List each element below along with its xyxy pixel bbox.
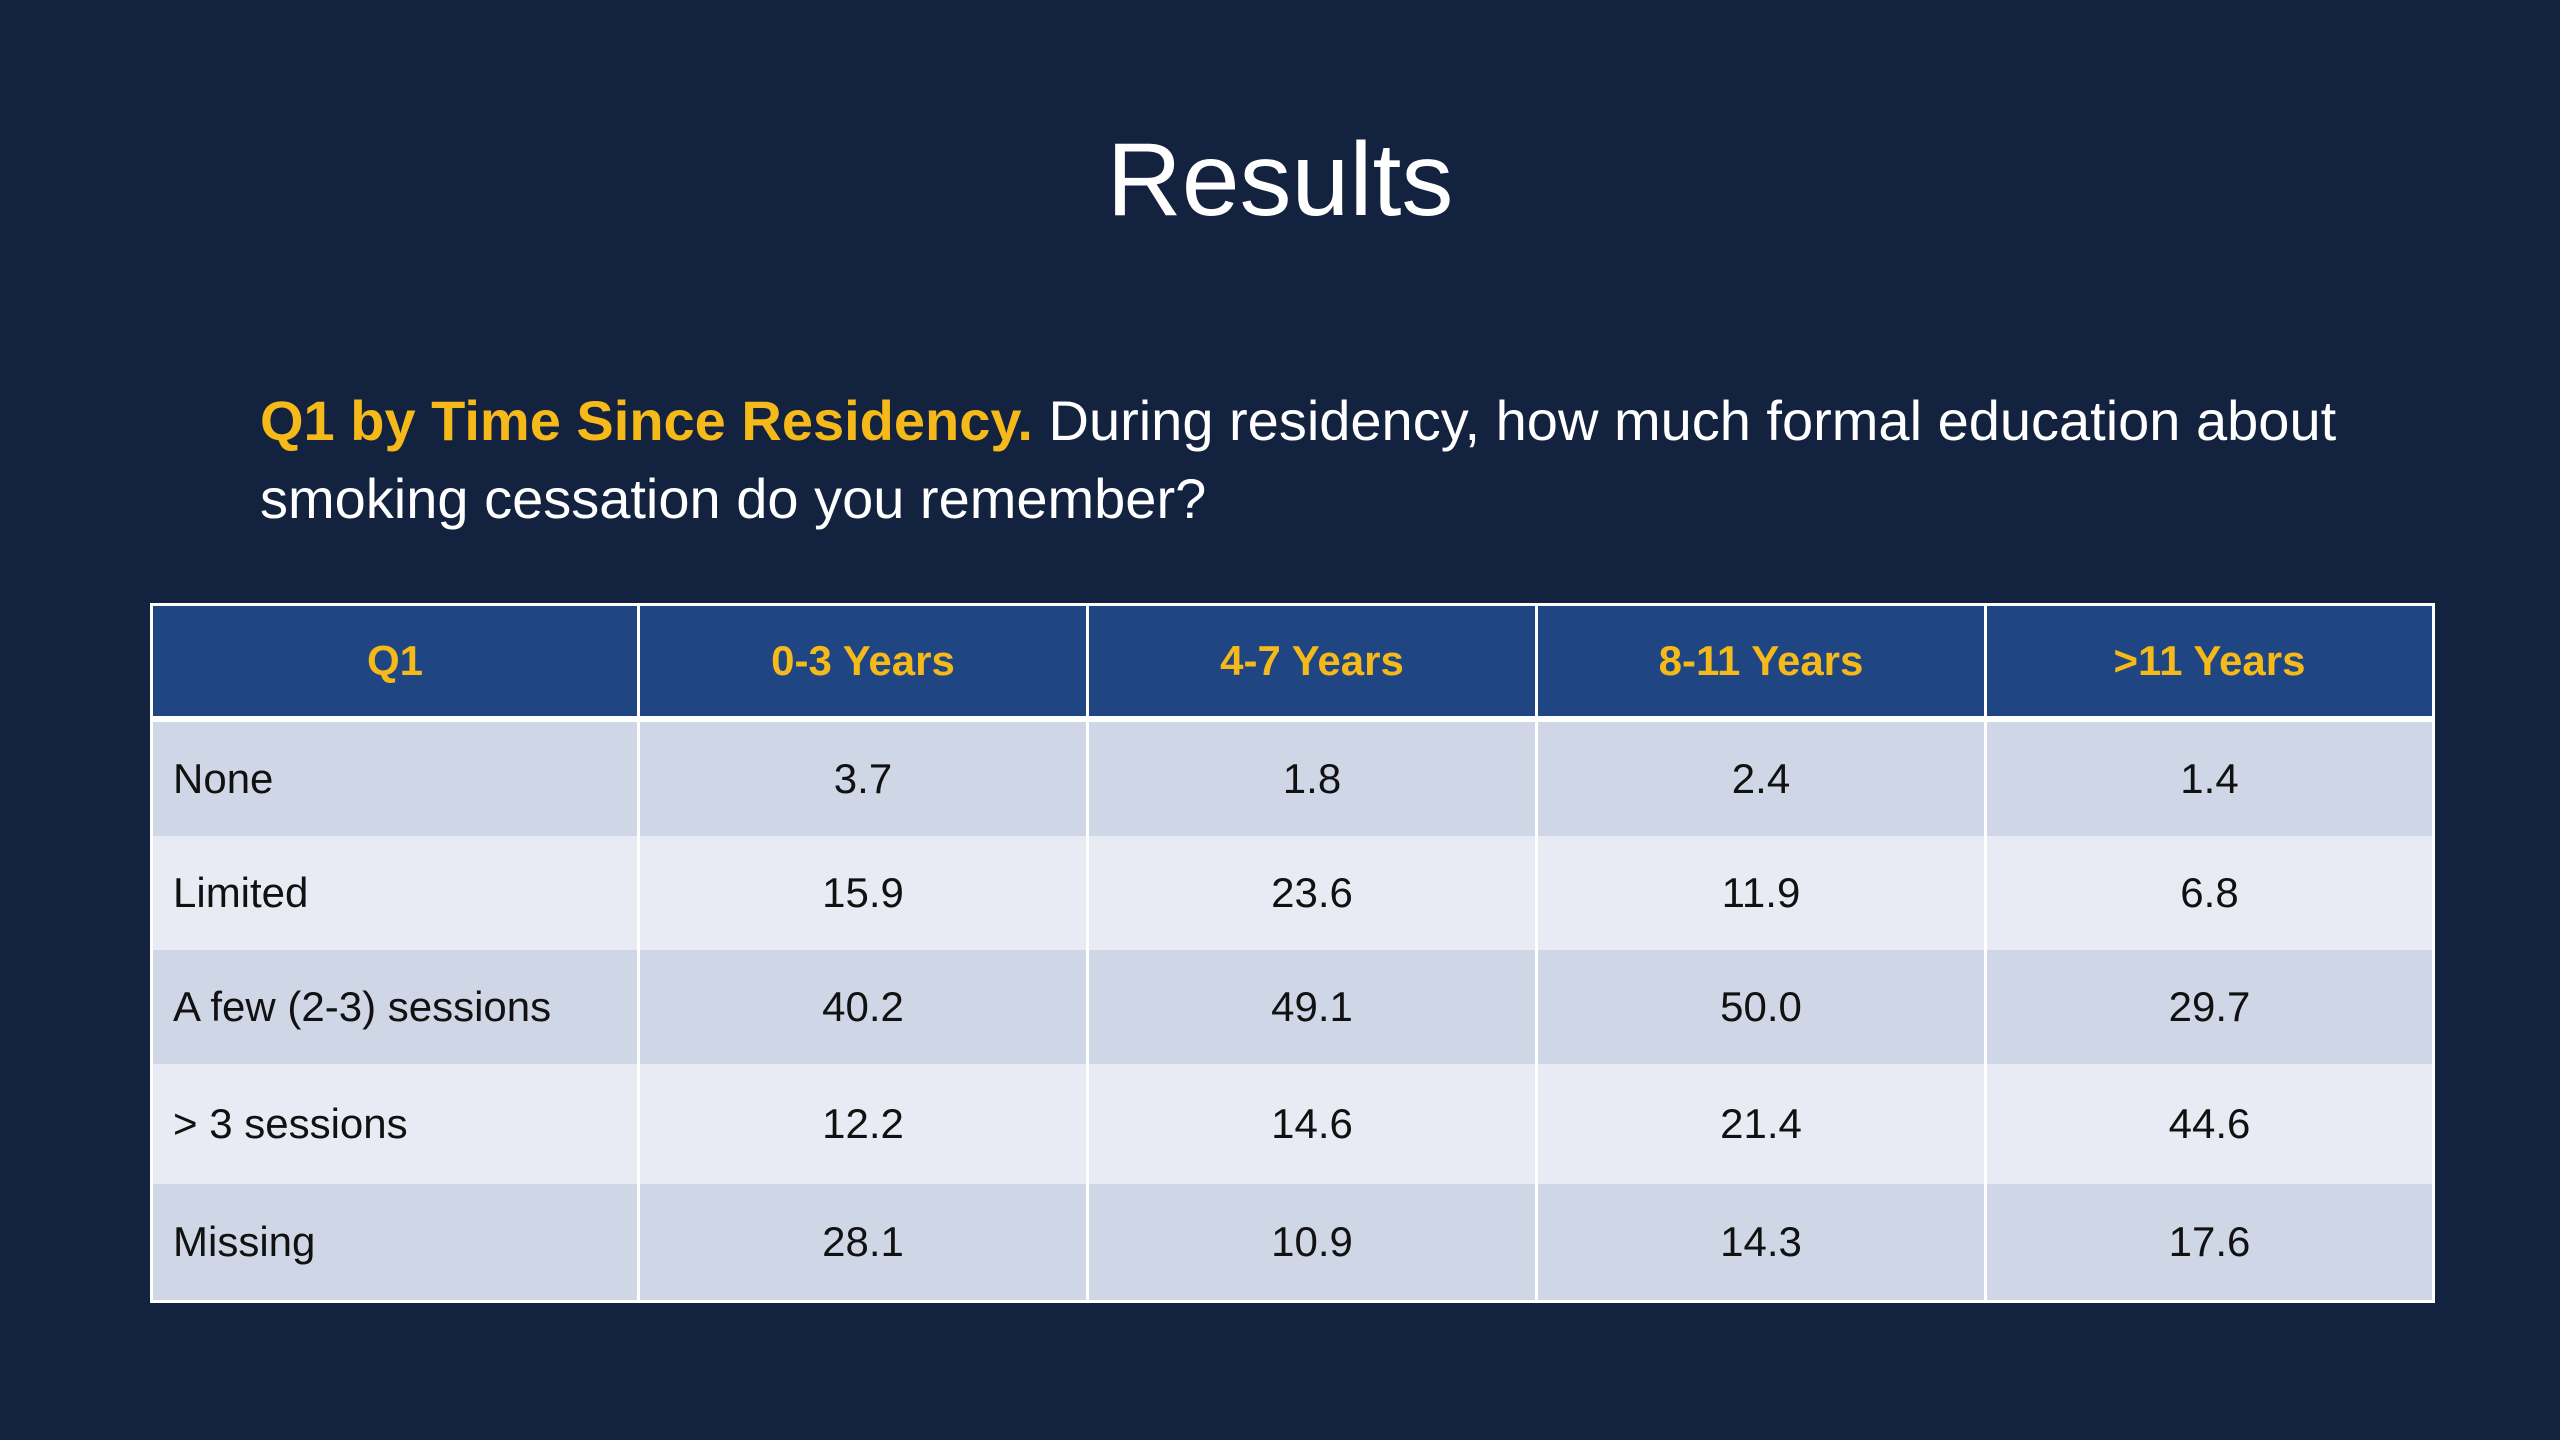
column-header-0-3-years: 0-3 Years — [637, 603, 1089, 722]
table-cell: 14.3 — [1535, 1184, 1987, 1303]
table-cell: 15.9 — [637, 836, 1089, 950]
row-label: Limited — [150, 836, 640, 950]
results-table-container: Q1 0-3 Years 4-7 Years 8-11 Years >11 Ye… — [150, 603, 2435, 1303]
table-row: A few (2-3) sessions 40.2 49.1 50.0 29.7 — [150, 950, 2435, 1064]
table-row: > 3 sessions 12.2 14.6 21.4 44.6 — [150, 1064, 2435, 1184]
table-cell: 1.4 — [1984, 719, 2435, 836]
table-cell: 49.1 — [1086, 950, 1538, 1064]
table-header-row: Q1 0-3 Years 4-7 Years 8-11 Years >11 Ye… — [150, 603, 2435, 722]
table-cell: 2.4 — [1535, 719, 1987, 836]
question-body: During residency, how much formal educat… — [260, 389, 2337, 530]
table-row: Limited 15.9 23.6 11.9 6.8 — [150, 836, 2435, 950]
row-label: None — [150, 719, 640, 836]
column-header-q1: Q1 — [150, 603, 640, 722]
column-header-4-7-years: 4-7 Years — [1086, 603, 1538, 722]
table-row: Missing 28.1 10.9 14.3 17.6 — [150, 1184, 2435, 1303]
table-cell: 10.9 — [1086, 1184, 1538, 1303]
table-cell: 6.8 — [1984, 836, 2435, 950]
results-table: Q1 0-3 Years 4-7 Years 8-11 Years >11 Ye… — [150, 603, 2435, 1303]
table-row: None 3.7 1.8 2.4 1.4 — [150, 719, 2435, 836]
table-cell: 44.6 — [1984, 1064, 2435, 1184]
question-lead: Q1 by Time Since Residency. — [260, 389, 1033, 452]
table-cell: 14.6 — [1086, 1064, 1538, 1184]
row-label: > 3 sessions — [150, 1064, 640, 1184]
table-cell: 28.1 — [637, 1184, 1089, 1303]
question-text: Q1 by Time Since Residency. During resid… — [260, 382, 2340, 538]
table-cell: 12.2 — [637, 1064, 1089, 1184]
table-cell: 3.7 — [637, 719, 1089, 836]
slide-title: Results — [1106, 122, 1454, 238]
table-cell: 17.6 — [1984, 1184, 2435, 1303]
table-cell: 21.4 — [1535, 1064, 1987, 1184]
table-cell: 1.8 — [1086, 719, 1538, 836]
column-header-8-11-years: 8-11 Years — [1535, 603, 1987, 722]
table-cell: 29.7 — [1984, 950, 2435, 1064]
table-cell: 23.6 — [1086, 836, 1538, 950]
column-header-over-11-years: >11 Years — [1984, 603, 2435, 722]
row-label: Missing — [150, 1184, 640, 1303]
table-cell: 50.0 — [1535, 950, 1987, 1064]
row-label: A few (2-3) sessions — [150, 950, 640, 1064]
table-cell: 11.9 — [1535, 836, 1987, 950]
table-cell: 40.2 — [637, 950, 1089, 1064]
